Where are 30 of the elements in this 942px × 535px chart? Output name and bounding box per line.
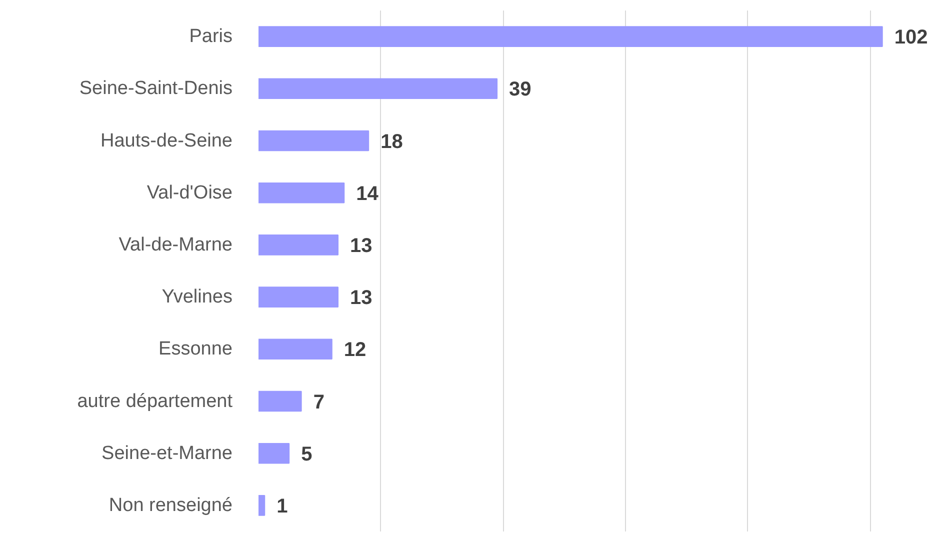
y-tick-label: Seine-Saint-Denis (79, 78, 233, 100)
data-label: 102 (894, 26, 928, 49)
bar (258, 78, 498, 100)
data-label: 12 (344, 339, 366, 362)
data-label: 18 (380, 130, 403, 153)
data-label: 13 (350, 287, 372, 310)
bar (258, 338, 332, 360)
bar (258, 286, 339, 308)
y-tick-label: Essonne (158, 338, 233, 360)
y-tick-label: autre département (77, 390, 234, 412)
y-tick-label: Hauts-de-Seine (100, 130, 233, 152)
bar (258, 182, 345, 204)
y-tick-label: Seine-et-Marne (102, 442, 233, 464)
bar (258, 26, 883, 47)
bar (258, 234, 339, 256)
y-tick-label: Paris (189, 26, 233, 48)
y-tick-label: Val-d'Oise (146, 182, 232, 204)
data-label: 5 (301, 443, 312, 466)
y-tick-label: Yvelines (162, 286, 233, 308)
data-label: 13 (350, 234, 372, 257)
data-label: 7 (313, 391, 324, 414)
bar (258, 130, 370, 152)
y-tick-label: Val-de-Marne (118, 234, 233, 256)
data-label: 1 (276, 495, 288, 518)
bar (258, 390, 302, 412)
y-tick-label: Non renseigné (108, 494, 233, 516)
bar (258, 442, 290, 464)
data-label: 39 (509, 78, 532, 101)
bar (258, 495, 266, 516)
data-label: 14 (356, 182, 380, 205)
